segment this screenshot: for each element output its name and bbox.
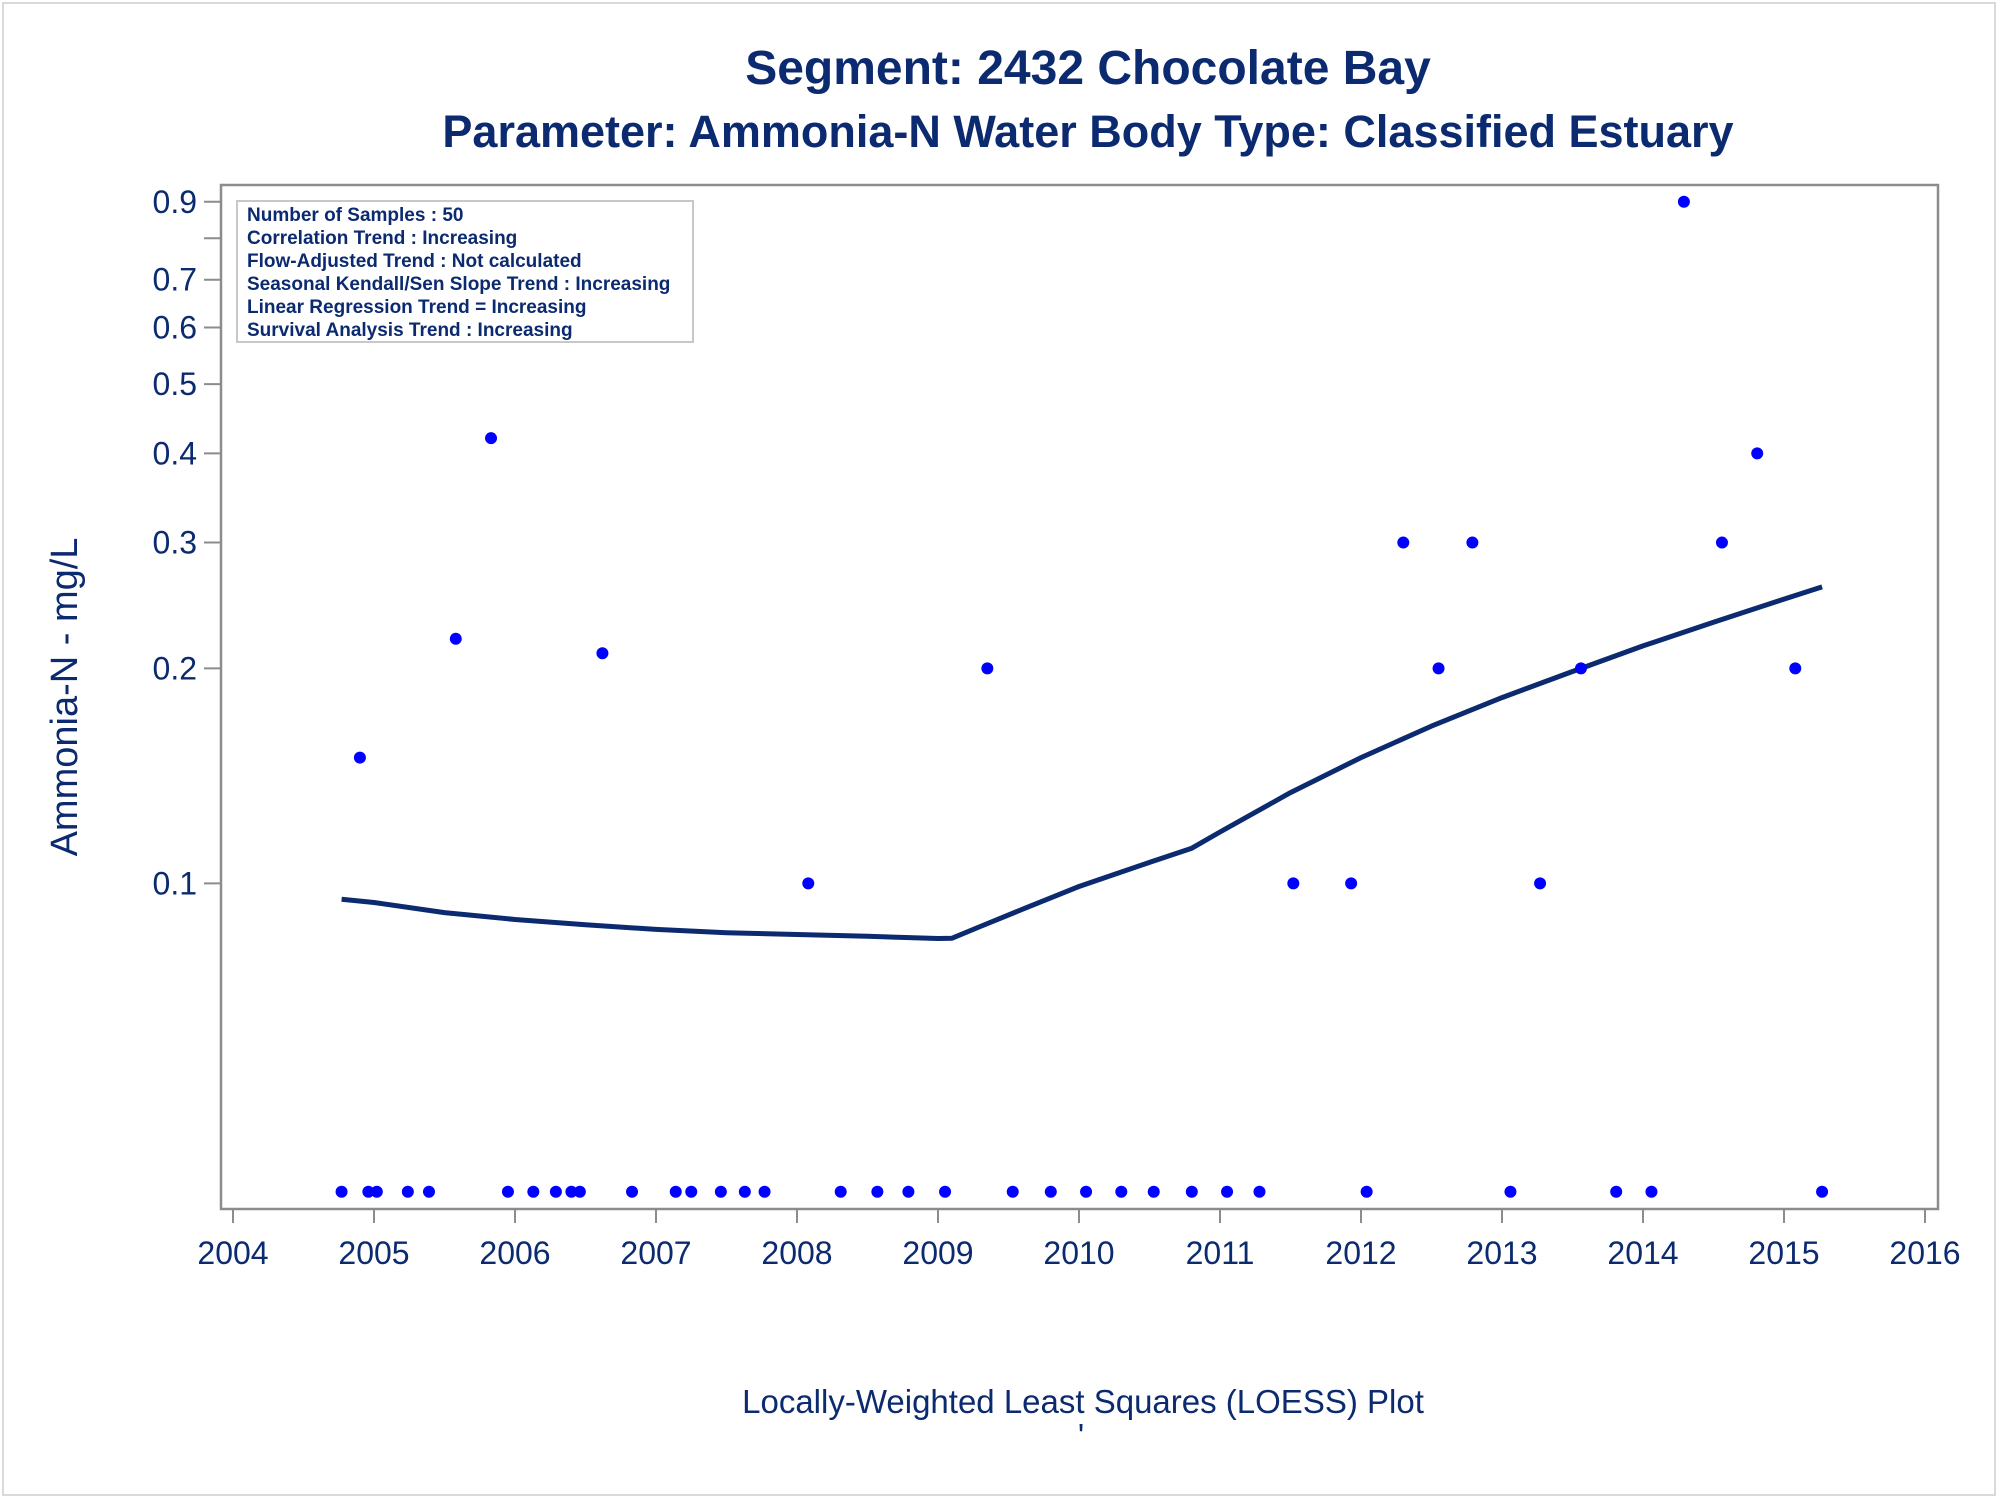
chart-footer: Locally-Weighted Least Squares (LOESS) P…	[742, 1383, 1424, 1420]
info-box-line: Linear Regression Trend = Increasing	[247, 297, 586, 318]
x-tick-label: 2006	[479, 1235, 550, 1271]
x-tick-label: 2015	[1748, 1235, 1819, 1271]
y-tick-label: 0.2	[153, 650, 197, 686]
footer-mark: '	[1078, 1417, 1084, 1454]
censored-point	[902, 1185, 915, 1198]
censored-point	[362, 1185, 375, 1198]
data-point	[596, 647, 609, 660]
censored-point	[1115, 1185, 1128, 1198]
censored-point	[1006, 1185, 1019, 1198]
censored-point	[573, 1185, 586, 1198]
info-box-line: Flow-Adjusted Trend : Not calculated	[247, 251, 582, 272]
y-tick-label: 0.1	[153, 865, 197, 901]
y-tick-label: 0.6	[153, 310, 197, 346]
data-point	[802, 877, 815, 890]
data-point	[485, 432, 498, 445]
censored-point	[685, 1185, 698, 1198]
censored-point	[335, 1185, 348, 1198]
data-point	[1466, 536, 1479, 549]
censored-point	[669, 1185, 682, 1198]
data-point	[1534, 877, 1547, 890]
censored-point	[626, 1185, 639, 1198]
x-tick-label: 2010	[1043, 1235, 1114, 1271]
loess-line	[341, 584, 1823, 941]
info-box-line: Survival Analysis Trend : Increasing	[247, 320, 573, 341]
censored-point	[370, 1185, 383, 1198]
censored-point	[565, 1185, 578, 1198]
censored-point	[1816, 1185, 1829, 1198]
data-point	[1751, 447, 1764, 460]
chart-series	[335, 195, 1829, 1198]
x-tick-label: 2004	[197, 1235, 268, 1271]
data-point	[981, 662, 994, 675]
data-point	[1574, 662, 1587, 675]
chart-title: Segment: 2432 Chocolate Bay	[745, 42, 1431, 95]
y-axis-label: Ammonia-N - mg/L	[44, 538, 86, 857]
x-tick-label: 2014	[1607, 1235, 1678, 1271]
censored-point	[939, 1185, 952, 1198]
y-tick-label: 0.5	[153, 366, 197, 402]
data-point	[1397, 536, 1410, 549]
info-box-border	[236, 200, 694, 343]
x-tick-label: 2013	[1466, 1235, 1537, 1271]
censored-point	[422, 1185, 435, 1198]
x-tick-label: 2008	[761, 1235, 832, 1271]
info-box-line: Seasonal Kendall/Sen Slope Trend : Incre…	[247, 274, 670, 295]
data-point	[1287, 877, 1300, 890]
x-tick-label: 2005	[338, 1235, 409, 1271]
x-tick-label: 2009	[902, 1235, 973, 1271]
data-point	[1715, 536, 1728, 549]
y-tick-label: 0.4	[153, 435, 197, 471]
y-tick-label: 0.9	[153, 184, 197, 220]
info-box-line: Correlation Trend : Increasing	[247, 228, 517, 249]
data-point	[1789, 662, 1802, 675]
censored-point	[871, 1185, 884, 1198]
x-tick-label: 2011	[1186, 1235, 1255, 1271]
x-tick-label: 2012	[1325, 1235, 1396, 1271]
censored-point	[714, 1185, 727, 1198]
censored-point	[1080, 1185, 1093, 1198]
y-tick-label: 0.7	[153, 262, 197, 298]
censored-point	[1147, 1185, 1160, 1198]
data-point	[1432, 662, 1445, 675]
censored-point	[1185, 1185, 1198, 1198]
data-point	[353, 751, 366, 764]
censored-point	[549, 1185, 562, 1198]
y-tick-label: 0.3	[153, 525, 197, 561]
censored-point	[1610, 1185, 1623, 1198]
censored-point	[1221, 1185, 1234, 1198]
censored-point	[834, 1185, 847, 1198]
chart-subtitle: Parameter: Ammonia-N Water Body Type: Cl…	[442, 106, 1733, 157]
censored-point	[1253, 1185, 1266, 1198]
censored-point	[758, 1185, 771, 1198]
x-tick-label: 2007	[620, 1235, 691, 1271]
info-box-line: Number of Samples : 50	[247, 205, 463, 226]
censored-point	[1360, 1185, 1373, 1198]
censored-point	[738, 1185, 751, 1198]
y-axis: 0.1 0.2 0.3 0.4 0.5 0.6 0.7 0.9	[153, 184, 221, 901]
x-tick-label: 2016	[1889, 1235, 1960, 1271]
x-axis: 2004 2005 2006 2007 2008 2009 2010 2011 2012 2013…	[197, 1209, 1961, 1271]
censored-point	[1504, 1185, 1517, 1198]
censored-point	[527, 1185, 540, 1198]
data-point	[1677, 195, 1690, 208]
censored-point	[1044, 1185, 1057, 1198]
data-point	[449, 632, 462, 645]
censored-point	[401, 1185, 414, 1198]
censored-point	[501, 1185, 514, 1198]
censored-point	[1645, 1185, 1658, 1198]
data-point	[1345, 877, 1358, 890]
